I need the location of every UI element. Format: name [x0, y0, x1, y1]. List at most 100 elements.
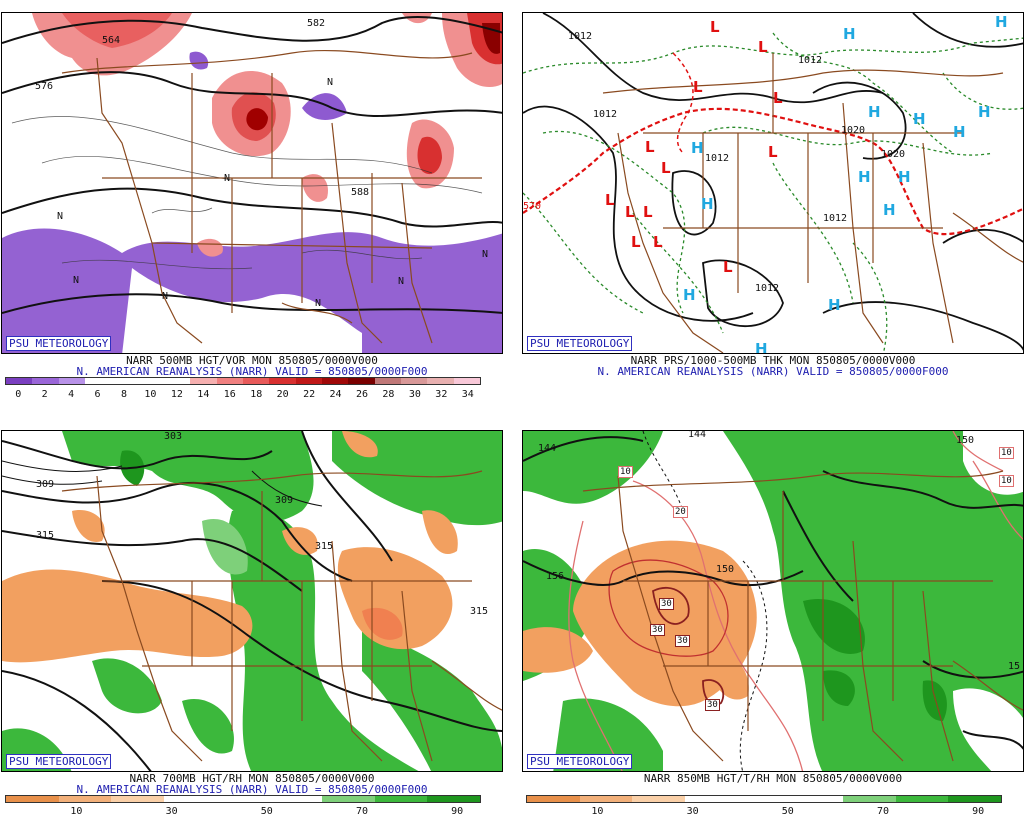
- colorbar-swatch: [164, 796, 217, 802]
- chart-subcaption: N. AMERICAN REANALYSIS (NARR) VALID = 85…: [597, 365, 949, 378]
- colorbar: [526, 795, 1002, 803]
- panel-pressure-thickness: 1012 1012 1012 1012 1012 1012 1020 1020 …: [522, 0, 1024, 401]
- psu-meteorology-badge: PSU METEOROLOGY: [527, 336, 633, 351]
- colorbar-swatch: [790, 796, 844, 802]
- vorticity-marker: N: [482, 249, 489, 260]
- high-pressure-marker: H: [953, 123, 966, 141]
- chart-caption: NARR PRS/1000-500MB THK MON 850805/0000V…: [630, 354, 916, 367]
- low-pressure-marker: L: [653, 233, 663, 251]
- colorbar-tick-label: 14: [197, 389, 210, 400]
- contour-label: 144: [688, 430, 707, 440]
- colorbar-tick-label: 10: [591, 806, 604, 817]
- contour-label: 150: [716, 564, 735, 575]
- map-graphics: [2, 431, 502, 771]
- colorbar-tick-label: 20: [276, 389, 289, 400]
- isobar-label: 1012: [705, 153, 730, 164]
- map-graphics: [523, 431, 1023, 771]
- vorticity-marker: N: [57, 211, 64, 222]
- contour-label: 150: [956, 435, 975, 446]
- temperature-label: 10: [618, 466, 633, 478]
- thickness-label: 1020: [881, 149, 906, 160]
- high-pressure-marker: H: [683, 286, 696, 304]
- panel-700mb-rh: 303 309 309 315 315 315 PSU METEOROLOGY …: [1, 417, 503, 818]
- high-pressure-marker: H: [701, 195, 714, 213]
- colorbar-tick-label: 30: [165, 806, 178, 817]
- colorbar-swatch: [58, 378, 85, 384]
- vorticity-marker: N: [224, 173, 231, 184]
- vorticity-marker: N: [162, 291, 169, 302]
- colorbar-tick-label: 12: [170, 389, 183, 400]
- low-pressure-marker: L: [661, 159, 671, 177]
- temperature-label: 10: [999, 447, 1014, 459]
- colorbar-tick-label: 50: [260, 806, 273, 817]
- colorbar-tick-label: 24: [329, 389, 342, 400]
- colorbar-swatch: [322, 796, 375, 802]
- colorbar-swatch: [632, 796, 686, 802]
- colorbar-tick-label: 4: [68, 389, 75, 400]
- colorbar-tick-label: 2: [41, 389, 48, 400]
- colorbar-swatch: [374, 378, 401, 384]
- isobar-label: 1012: [823, 213, 848, 224]
- low-pressure-marker: L: [631, 233, 641, 251]
- contour-label: 576: [35, 81, 54, 92]
- low-pressure-marker: L: [773, 89, 783, 107]
- colorbar-tick-label: 30: [408, 389, 421, 400]
- isobar-label: 1012: [755, 283, 780, 294]
- colorbar: [5, 795, 481, 803]
- psu-meteorology-badge: PSU METEOROLOGY: [527, 754, 633, 769]
- colorbar-tick-label: 32: [435, 389, 448, 400]
- low-pressure-marker: L: [768, 143, 778, 161]
- colorbar-tick-label: 70: [355, 806, 369, 817]
- contour-label: 315: [315, 541, 334, 552]
- colorbar-tick-label: 90: [451, 806, 464, 817]
- map-pressure-thickness: 1012 1012 1012 1012 1012 1012 1020 1020 …: [522, 12, 1024, 354]
- colorbar-tick-label: 10: [144, 389, 157, 400]
- temperature-label: 30: [659, 598, 674, 610]
- low-pressure-marker: L: [645, 138, 655, 156]
- colorbar-tick-label: 8: [120, 389, 128, 400]
- colorbar-swatch: [579, 796, 633, 802]
- colorbar-ticks: 10 30 50 70 90: [526, 806, 1002, 818]
- high-pressure-marker: H: [858, 168, 871, 186]
- high-pressure-marker: H: [828, 296, 841, 314]
- colorbar-swatch: [242, 378, 270, 384]
- colorbar-tick-label: 30: [686, 806, 699, 817]
- contour-label: 315: [470, 606, 489, 617]
- contour-label: 156: [546, 571, 565, 582]
- low-pressure-marker: L: [710, 18, 720, 36]
- colorbar: [5, 377, 481, 385]
- map-500mb-vorticity: 564 576 582 588 N N N N N N N N PSU METE…: [1, 12, 503, 354]
- vorticity-marker: N: [327, 77, 334, 88]
- colorbar-swatch: [737, 796, 791, 802]
- psu-meteorology-badge: PSU METEOROLOGY: [6, 336, 112, 351]
- map-850mb-t-rh: 144 144 150 150 156 15 10 10 10 20 30 30…: [522, 430, 1024, 772]
- colorbar-tick-label: 0: [15, 389, 22, 400]
- colorbar-ticks: 10 30 50 70 90: [5, 806, 481, 818]
- colorbar-tick-label: 6: [94, 389, 101, 400]
- colorbar-swatch: [427, 378, 454, 384]
- colorbar-swatch: [190, 378, 217, 384]
- contour-label: 315: [36, 530, 55, 541]
- colorbar-swatch: [427, 796, 481, 802]
- high-pressure-marker: H: [995, 13, 1008, 31]
- contour-label: 15: [1008, 661, 1021, 672]
- contour-label: 564: [102, 35, 121, 46]
- contour-label: 582: [307, 18, 326, 29]
- high-pressure-marker: H: [898, 168, 911, 186]
- low-pressure-marker: L: [643, 203, 653, 221]
- colorbar-swatch: [32, 378, 59, 384]
- colorbar-swatch: [348, 378, 375, 384]
- thickness-label: 570: [523, 201, 542, 212]
- high-pressure-marker: H: [843, 25, 856, 43]
- colorbar-swatch: [269, 378, 296, 384]
- temperature-label: 20: [673, 506, 688, 518]
- colorbar-tick-label: 90: [972, 806, 985, 817]
- psu-meteorology-badge: PSU METEOROLOGY: [6, 754, 112, 769]
- panel-500mb-vorticity: 564 576 582 588 N N N N N N N N PSU METE…: [1, 0, 503, 401]
- colorbar-tick-label: 70: [876, 806, 890, 817]
- low-pressure-marker: L: [758, 38, 768, 56]
- contour-label: 303: [164, 431, 183, 442]
- high-pressure-marker: H: [883, 201, 896, 219]
- colorbar-swatch: [400, 378, 428, 384]
- high-pressure-marker: H: [755, 340, 768, 354]
